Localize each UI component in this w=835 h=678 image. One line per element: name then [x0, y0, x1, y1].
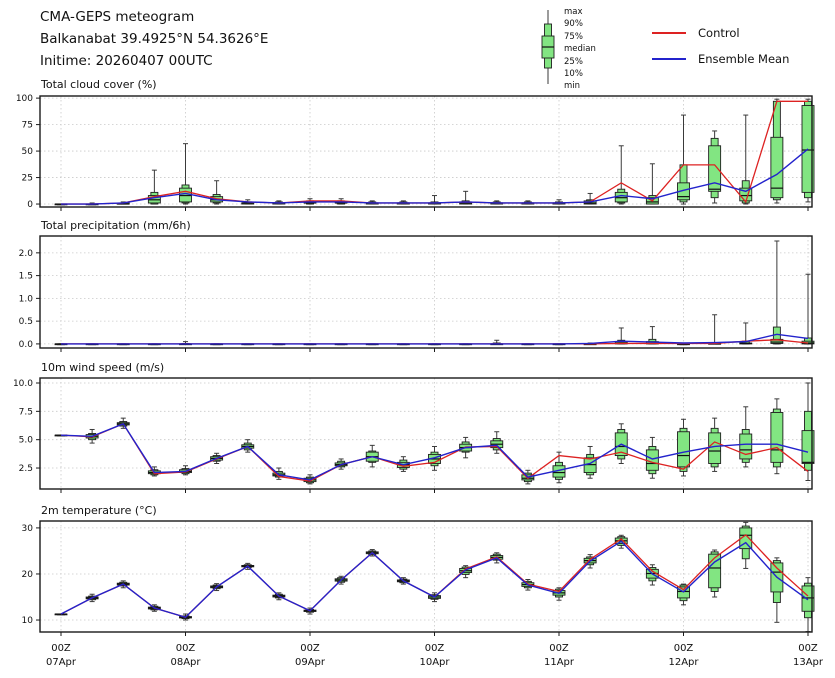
xtick-date-label: 11Apr	[544, 657, 575, 668]
legend-label-25: 25%	[564, 56, 583, 67]
ytick-label-cloud: 50	[22, 147, 34, 157]
ytick-label-precip: 0.0	[19, 340, 34, 350]
legend-label-10: 10%	[564, 69, 583, 80]
boxplot-glyph-icon	[541, 10, 555, 84]
xtick-hour-label: 00Z	[798, 643, 818, 654]
panel-title-wind: 10m wind speed (m/s)	[41, 361, 165, 374]
ensemble-mean-line-precip	[61, 333, 809, 345]
panel-cloud: 0 25 50 75 100	[16, 94, 815, 211]
ytick-label-wind: 2.5	[19, 464, 33, 474]
boxplots-temp	[54, 521, 815, 633]
legend-label-min: min	[564, 81, 581, 92]
ytick-label-wind: 10.0	[13, 379, 33, 389]
ensemble-mean-line-wind	[60, 422, 809, 481]
boxplot-legend: max 90% 75% median 25% 10% min	[536, 6, 596, 94]
ytick-label-temp: 20	[22, 570, 34, 580]
xtick-date-label: 12Apr	[668, 657, 699, 668]
control-line-temp	[60, 533, 809, 618]
ensemble-mean-line-temp	[60, 540, 809, 619]
ytick-label-cloud: 100	[16, 94, 33, 104]
init-time: Initime: 20260407 00UTC	[40, 53, 213, 69]
legend-label-75: 75%	[564, 31, 583, 42]
ensemble-mean-label: Ensemble Mean	[698, 52, 790, 66]
xtick-hour-label: 00Z	[674, 643, 694, 654]
xtick-date-label: 13Apr	[793, 657, 824, 668]
ytick-label-cloud: 25	[22, 174, 33, 184]
xtick-hour-label: 00Z	[425, 643, 445, 654]
xtick-hour-label: 00Z	[51, 643, 71, 654]
xtick-date-label: 10Apr	[419, 657, 450, 668]
ytick-label-precip: 1.0	[19, 294, 34, 304]
ytick-label-cloud: 75	[22, 121, 33, 131]
control-line-swatch	[652, 32, 686, 34]
xtick-date-label: 09Apr	[295, 657, 326, 668]
panel-temp: 10 20 30	[22, 520, 815, 636]
ytick-label-precip: 0.5	[19, 317, 33, 327]
line-legend: Control Ensemble Mean	[652, 20, 789, 72]
xtick-hour-label: 00Z	[176, 643, 196, 654]
xtick-date-label: 07Apr	[46, 657, 77, 668]
panel-precip: 0.0 0.5 1.0 1.5 2.0	[19, 235, 815, 352]
ytick-label-wind: 5.0	[19, 436, 34, 446]
panel-wind: 2.5 5.0 7.5 10.0	[13, 377, 815, 493]
xtick-date-label: 08Apr	[170, 657, 201, 668]
station-location: Balkanabat 39.4925°N 54.3626°E	[40, 31, 269, 47]
ytick-label-precip: 2.0	[19, 249, 34, 259]
panel-title-temp: 2m temperature (°C)	[41, 504, 157, 517]
xtick-hour-label: 00Z	[300, 643, 320, 654]
ytick-label-temp: 30	[22, 524, 34, 534]
legend-label-90: 90%	[564, 19, 583, 30]
ytick-label-temp: 10	[22, 616, 34, 626]
ensemble-mean-line-cloud	[61, 148, 809, 205]
panel-title-cloud: Total cloud cover (%)	[41, 78, 157, 91]
control-label: Control	[698, 26, 740, 40]
ytick-label-precip: 1.5	[19, 272, 33, 282]
boxplot-legend-labels: max 90% 75% median 25% 10% min	[564, 6, 596, 94]
x-axis-labels: 00Z 07Apr 00Z 08Apr 00Z 09Apr 00Z 10Apr 00Z 11Apr…	[46, 643, 824, 668]
panel-title-precip: Total precipitation (mm/6h)	[41, 219, 191, 232]
figure-title: CMA-GEPS meteogram	[40, 9, 195, 25]
ytick-label-wind: 7.5	[19, 407, 33, 417]
figure-header: CMA-GEPS meteogram Balkanabat 39.4925°N …	[40, 6, 268, 72]
xtick-hour-label: 00Z	[549, 643, 569, 654]
ensemble-mean-line-swatch	[652, 58, 686, 60]
legend-label-max: max	[564, 7, 583, 17]
legend-label-median: median	[564, 44, 596, 55]
ytick-label-cloud: 0	[27, 200, 33, 210]
legend-entry-control: Control	[652, 20, 789, 46]
legend-entry-ensemble-mean: Ensemble Mean	[652, 46, 789, 72]
